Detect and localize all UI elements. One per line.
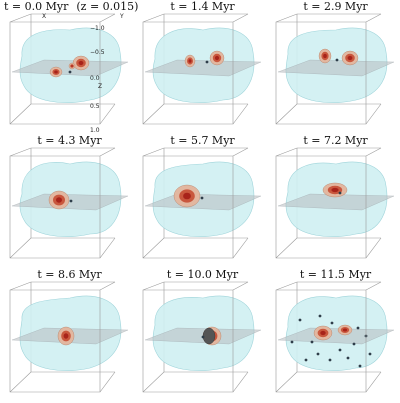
- panel-render: [9, 147, 129, 259]
- panel-render: [9, 281, 129, 393]
- panel-1: t = 0.0 Myr (z = 0.015) X Y Z −1.0 −0.5 0.0 0.5 1…: [4, 0, 139, 134]
- star-particle: [200, 196, 204, 200]
- dense-clump: [318, 48, 332, 64]
- box-front-edges: [142, 13, 249, 125]
- panel-render: [275, 281, 395, 393]
- dark-clump: [202, 327, 216, 345]
- dense-clump: [48, 190, 70, 210]
- star-particle: [338, 191, 342, 195]
- panel-4: t = 4.3 Myr: [4, 134, 135, 268]
- time-label: t = 7.2 Myr: [303, 134, 368, 147]
- slice-plane: [277, 59, 395, 77]
- panel-time-title: t = 0.0 Myr (z = 0.015): [4, 0, 139, 14]
- star-particle: [346, 356, 350, 360]
- star-particle: [310, 340, 314, 344]
- z-tick-label: 0.5: [90, 103, 100, 110]
- star-particle: [352, 342, 356, 346]
- star-particle: [205, 60, 209, 64]
- time-label: t = 8.6 Myr: [37, 268, 102, 281]
- time-label: t = 1.4 Myr: [170, 0, 235, 13]
- box-front-edges: [275, 281, 382, 393]
- star-particle: [68, 70, 72, 74]
- panel-time-title: t = 10.0 Myr: [137, 268, 268, 282]
- star-particle: [335, 58, 339, 62]
- panel-2: t = 1.4 Myr: [137, 0, 268, 134]
- panel-render: [142, 13, 262, 125]
- panel-5: t = 5.7 Myr: [137, 134, 268, 268]
- panel-render: [142, 147, 262, 259]
- box-front-edges: [142, 147, 249, 259]
- time-label: t = 2.9 Myr: [303, 0, 368, 13]
- star-particle: [69, 199, 73, 203]
- box-front-edges: [142, 281, 249, 393]
- dense-clump: [337, 324, 353, 336]
- z-tick-label: −1.0: [90, 25, 105, 32]
- panel-render: [9, 13, 129, 125]
- panel-8: t = 10.0 Myr: [137, 268, 268, 402]
- dense-clump: [184, 54, 196, 68]
- dense-clump: [313, 325, 333, 341]
- slice-plane: [144, 59, 262, 77]
- star-particle: [290, 340, 294, 344]
- dense-clump: [49, 66, 63, 78]
- box-front-edges: [9, 13, 116, 125]
- panel-time-title: t = 7.2 Myr: [270, 134, 400, 148]
- box-front-edges: [9, 147, 116, 259]
- star-particle: [304, 358, 308, 362]
- box-front-edges: [275, 13, 382, 125]
- star-particle: [368, 352, 372, 356]
- redshift-label: (z = 0.015): [76, 0, 139, 13]
- star-particle: [356, 326, 360, 330]
- star-particle: [318, 314, 322, 318]
- time-label: t = 0.0 Myr: [4, 0, 69, 13]
- time-label: t = 11.5 Myr: [299, 268, 372, 281]
- dense-clump: [173, 184, 201, 208]
- star-particle: [338, 348, 342, 352]
- star-particle: [358, 364, 362, 368]
- x-axis-label: X: [42, 13, 47, 20]
- box-front-edges: [275, 147, 382, 259]
- z-tick-label: −0.5: [90, 49, 105, 56]
- z-tick-label: 0.0: [90, 75, 100, 82]
- z-axis-label: Z: [98, 83, 103, 90]
- star-particle: [328, 358, 332, 362]
- y-axis-label: Y: [120, 13, 124, 20]
- panel-9: t = 11.5 Myr: [270, 268, 400, 402]
- dense-clump: [72, 55, 90, 71]
- panel-time-title: t = 1.4 Myr: [137, 0, 268, 14]
- dense-clump: [68, 62, 76, 70]
- dense-clump: [209, 50, 225, 66]
- star-particle: [201, 335, 205, 339]
- slice-plane: [11, 193, 129, 211]
- panel-time-title: t = 2.9 Myr: [270, 0, 400, 14]
- panel-time-title: t = 11.5 Myr: [270, 268, 400, 282]
- panel-time-title: t = 5.7 Myr: [137, 134, 268, 148]
- slice-plane: [277, 327, 395, 345]
- panel-render: [142, 281, 262, 393]
- panel-3: t = 2.9 Myr: [270, 0, 400, 134]
- star-particle: [298, 318, 302, 322]
- panel-6: t = 7.2 Myr: [270, 134, 400, 268]
- star-particle: [316, 352, 320, 356]
- box-front-edges: [9, 281, 116, 393]
- time-label: t = 5.7 Myr: [170, 134, 235, 147]
- time-label: t = 4.3 Myr: [37, 134, 102, 147]
- panel-render: [275, 147, 395, 259]
- time-label: t = 10.0 Myr: [166, 268, 239, 281]
- slice-plane: [277, 193, 395, 211]
- panel-render: [275, 13, 395, 125]
- star-particle: [330, 321, 334, 325]
- dense-clump: [322, 182, 348, 198]
- dense-clump: [57, 326, 75, 346]
- panel-time-title: t = 8.6 Myr: [4, 268, 135, 282]
- panel-time-title: t = 4.3 Myr: [4, 134, 135, 148]
- z-tick-label: 1.0: [90, 127, 100, 134]
- panel-7: t = 8.6 Myr: [4, 268, 135, 402]
- dense-clump: [341, 50, 359, 66]
